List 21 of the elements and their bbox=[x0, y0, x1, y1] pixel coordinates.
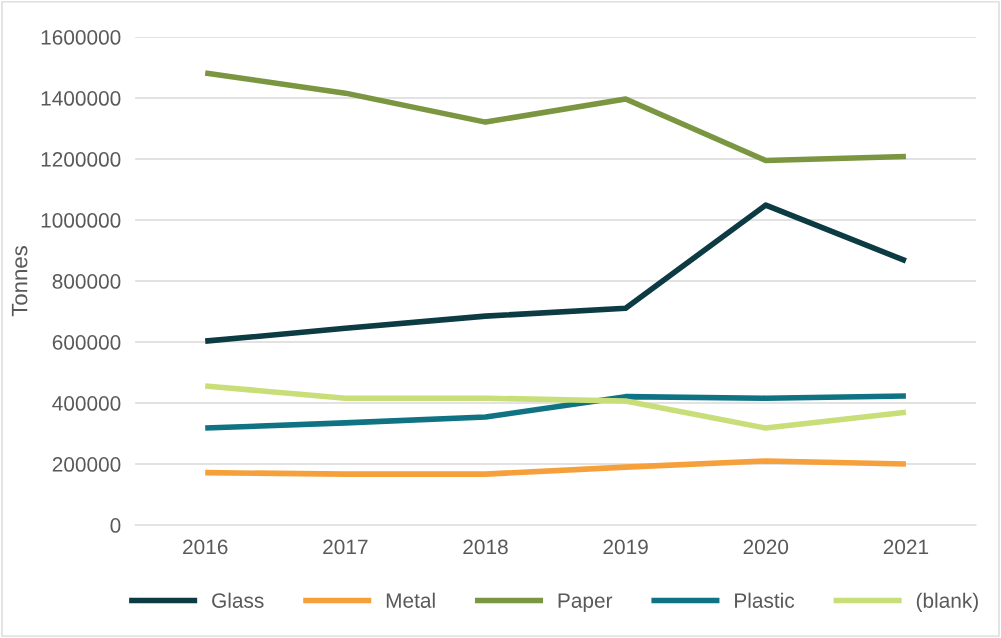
y-tick-label: 600000 bbox=[52, 335, 121, 350]
y-tick-label: 1200000 bbox=[41, 152, 121, 167]
y-tick-label: 400000 bbox=[52, 396, 121, 411]
y-tick-label: 1400000 bbox=[41, 91, 121, 106]
legend-label: (blank) bbox=[916, 592, 978, 613]
y-tick-label: 1000000 bbox=[41, 213, 121, 228]
x-tick-label: 2017 bbox=[323, 539, 368, 555]
legend-label: Plastic bbox=[735, 592, 795, 608]
y-tick-label: 0 bbox=[110, 518, 121, 533]
legend-label: Metal bbox=[386, 592, 435, 608]
x-tick-label: 2016 bbox=[183, 539, 228, 555]
y-tick-label: 200000 bbox=[52, 457, 121, 472]
y-axis-title: Tonnes bbox=[11, 246, 28, 317]
x-tick-label: 2021 bbox=[883, 539, 929, 555]
legend-label: Glass bbox=[212, 592, 264, 608]
legend-label: Paper bbox=[558, 593, 613, 613]
x-tick-label: 2020 bbox=[743, 539, 789, 555]
x-tick-label: 2019 bbox=[603, 539, 648, 555]
y-tick-label: 1600000 bbox=[41, 30, 121, 45]
x-tick-label: 2018 bbox=[463, 539, 508, 555]
y-tick-label: 800000 bbox=[52, 274, 121, 289]
